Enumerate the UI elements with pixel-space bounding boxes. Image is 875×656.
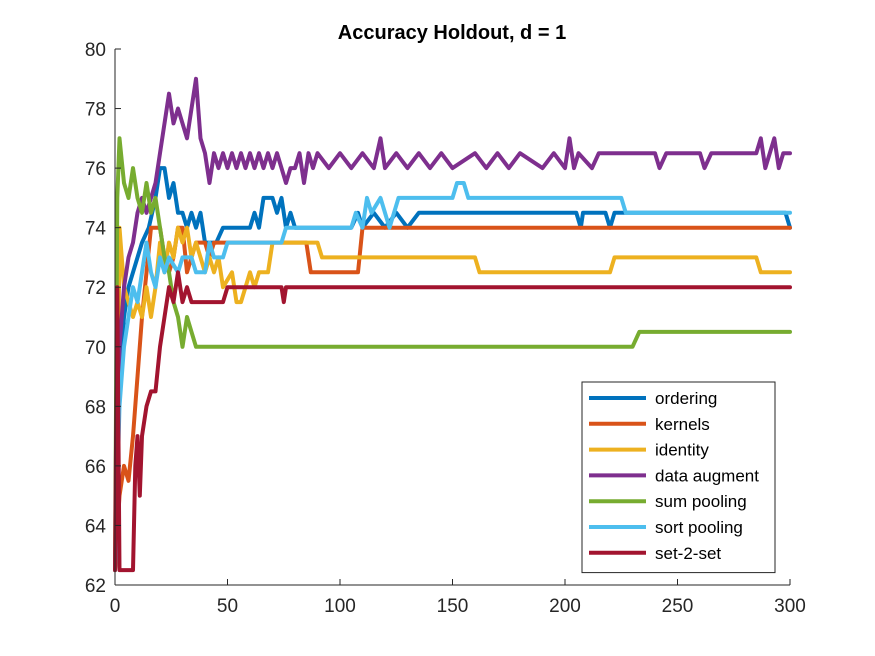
series-line-sort-pooling [113, 181, 792, 573]
x-tick-label: 100 [324, 596, 356, 617]
y-tick-label: 68 [85, 397, 106, 418]
legend-label: sum pooling [655, 492, 747, 511]
y-tick-label: 72 [85, 278, 106, 299]
legend-label: kernels [655, 415, 710, 434]
y-tick-label: 76 [85, 159, 106, 180]
legend: ordering kernels identity data augment sum p… [581, 381, 776, 574]
x-tick-label: 50 [217, 596, 238, 617]
y-tick-label: 66 [85, 457, 106, 478]
axes-layer: 0 50 100 150 200 250 300 62 64 66 68 70 72 74 76 78 80 [85, 40, 806, 617]
y-tick-label: 62 [85, 576, 106, 597]
series-line-sum-pooling [113, 136, 792, 573]
y-tick-label: 80 [85, 40, 106, 61]
legend-label: set-2-set [655, 544, 721, 563]
x-tick-label: 200 [549, 596, 581, 617]
series-line-data-augment [113, 76, 792, 573]
series-layer [113, 76, 792, 573]
x-tick-label: 300 [774, 596, 806, 617]
series-line-set-2-set [113, 270, 792, 573]
y-tick-label: 74 [85, 219, 107, 240]
legend-label: data augment [655, 466, 759, 485]
x-tick-label: 0 [110, 596, 121, 617]
legend-label: ordering [655, 389, 717, 408]
x-tick-label: 150 [437, 596, 469, 617]
legend-label: sort pooling [655, 518, 743, 537]
y-tick-label: 64 [85, 516, 107, 537]
y-tick-label: 70 [85, 338, 106, 359]
y-tick-label: 78 [85, 100, 106, 121]
chart-title: Accuracy Holdout, d = 1 [338, 22, 566, 44]
x-tick-label: 250 [662, 596, 694, 617]
legend-label: identity [655, 441, 709, 460]
